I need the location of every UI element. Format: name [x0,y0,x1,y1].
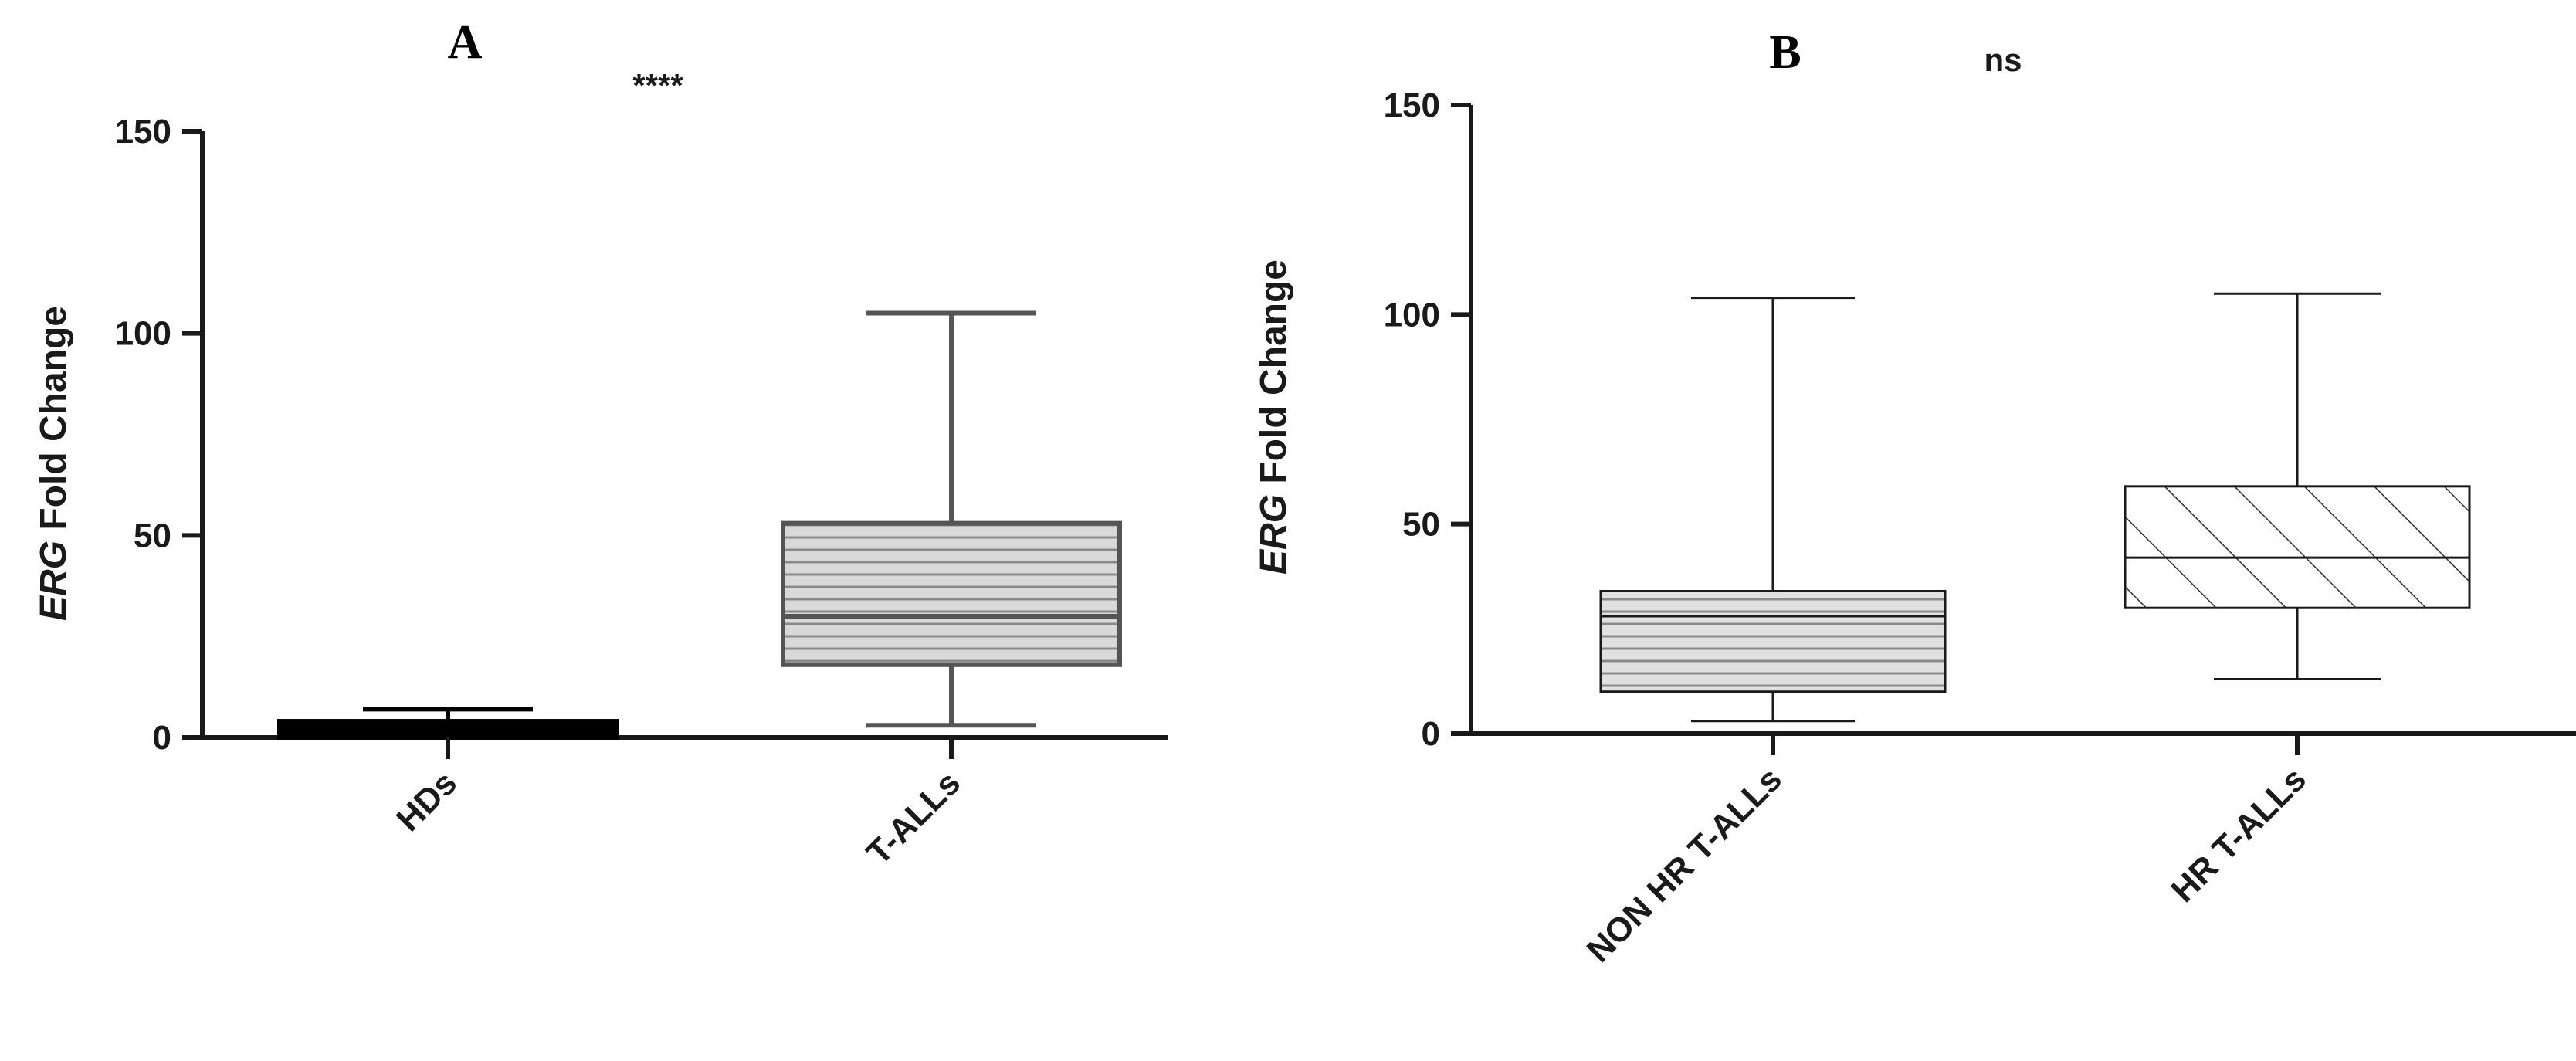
y-tick-label-a: 0 [153,719,171,757]
y-tick-label-b: 50 [1402,506,1440,544]
y-axis-label-rest-b: Fold Change [1253,259,1294,494]
plot-area-b: 0 50 100 150 NON HR T-ALLs HR T-ALLs [1384,86,2576,970]
significance-b: ns [1984,42,2022,78]
y-tick-label-b: 100 [1384,296,1440,334]
y-axis-label-rest-a: Fold Change [33,306,74,541]
panel-b: B ns ERG Fold Change 0 50 100 150 NON HR T-A… [1253,26,2576,970]
y-tick-label-a: 100 [115,315,171,353]
box-body [1599,589,1947,693]
y-tick-label-b: 150 [1384,86,1440,124]
y-axis-label-italic-a: ERG [33,541,74,621]
box-b-1 [1599,297,1947,723]
x-category-label-a: HDs [389,764,464,839]
box-b-2 [2124,292,2471,680]
box-a-1 [277,707,619,740]
x-category-label-a: T-ALLs [859,764,968,872]
panel-label-b: B [1769,26,1801,79]
significance-a: **** [632,67,683,103]
y-tick-label-a: 150 [115,113,171,151]
panel-a: A **** ERG Fold Change 0 50 100 150 HDs T-ALL… [33,16,1168,873]
box-a-2 [781,310,1122,728]
box-body [2124,485,2471,609]
box-body [781,520,1122,667]
y-tick-label-b: 0 [1422,715,1440,753]
y-axis-label-italic-b: ERG [1253,494,1294,575]
y-tick-label-a: 50 [134,517,171,554]
x-category-label-b: NON HR T-ALLs [1580,760,1789,969]
panel-label-a: A [448,16,483,69]
plot-area-a: 0 50 100 150 HDs T-ALLs [115,113,1168,873]
x-category-label-b: HR T-ALLs [2164,760,2313,910]
y-axis-label-a: ERG Fold Change [33,306,74,621]
y-axis-label-b: ERG Fold Change [1253,259,1294,575]
